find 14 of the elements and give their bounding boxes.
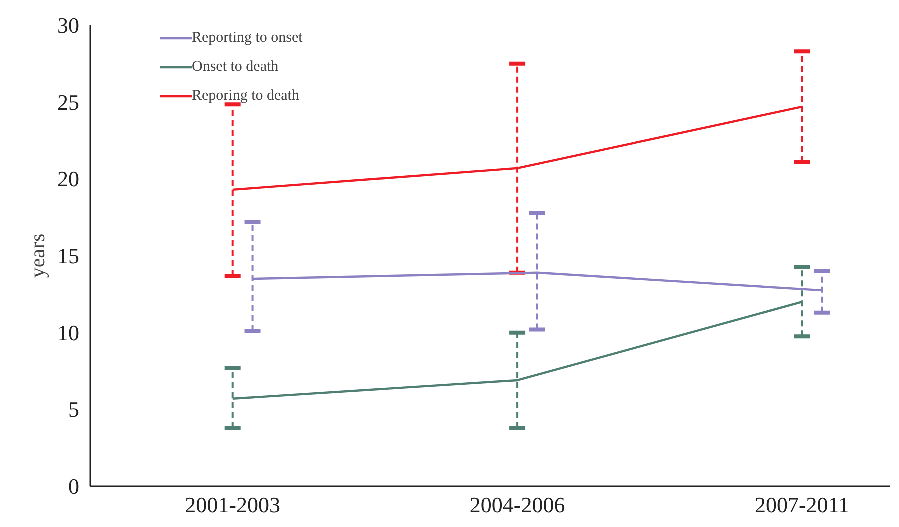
x-tick-label: 2001-2003 (185, 492, 281, 518)
y-tick-label: 10 (58, 320, 80, 346)
y-tick-label: 15 (58, 244, 80, 268)
x-tick-label: 2004-2006 (470, 492, 566, 518)
y-tick-label: 20 (58, 166, 80, 192)
y-tick-label: 0 (68, 474, 80, 499)
x-tick-label: 2007-2011 (754, 492, 850, 518)
legend-label: Onset to death (192, 58, 279, 76)
y-tick-label: 25 (58, 90, 80, 115)
y-tick-label: 5 (68, 397, 80, 422)
legend-label: Reporting to onset (192, 30, 303, 46)
y-axis-title: years (26, 234, 50, 278)
y-tick-label: 30 (58, 13, 80, 38)
legend-label: Reporing to death (192, 88, 300, 104)
